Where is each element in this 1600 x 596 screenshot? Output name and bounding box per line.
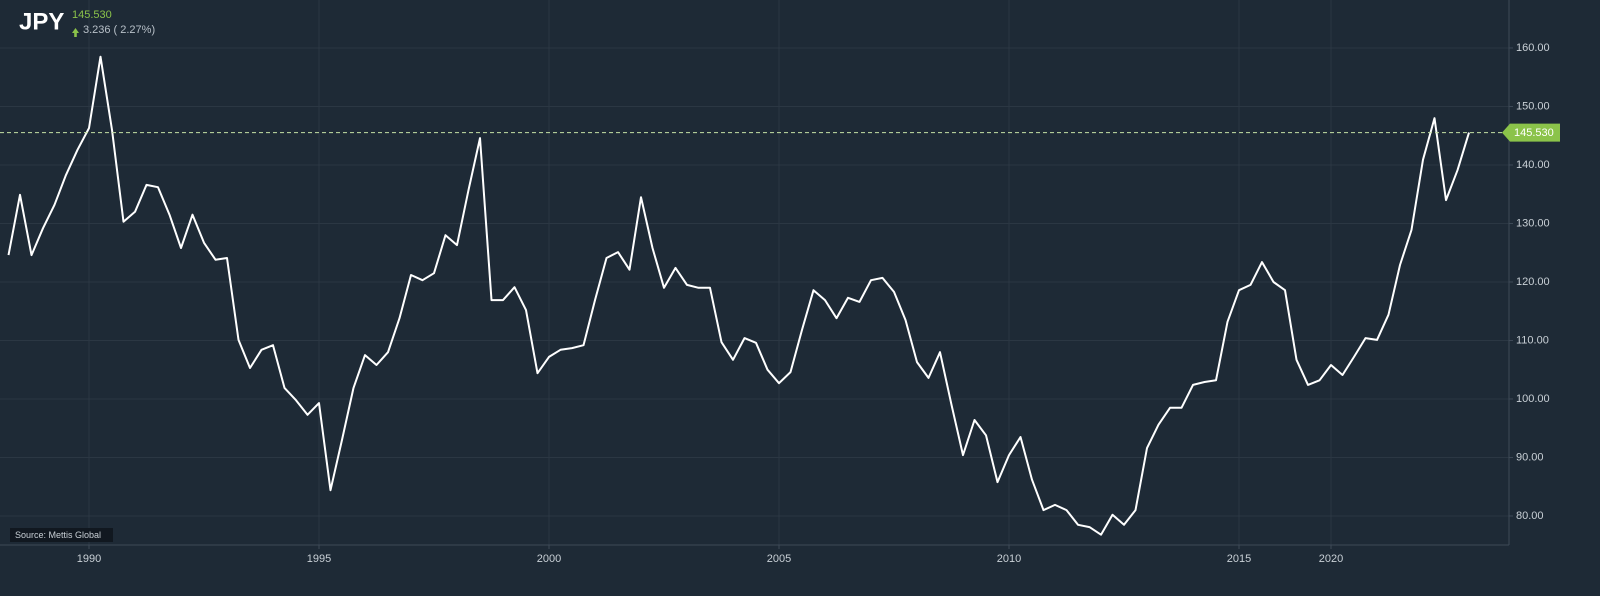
y-tick-label: 90.00 [1516, 451, 1544, 463]
chart-title: JPY [19, 8, 64, 35]
y-tick-label: 160.00 [1516, 42, 1550, 54]
y-tick-label: 110.00 [1516, 334, 1549, 346]
y-tick-label: 140.00 [1516, 159, 1550, 171]
x-tick-label: 2015 [1227, 553, 1251, 565]
source-box [10, 528, 113, 542]
x-tick-label: 2000 [537, 553, 561, 565]
header-price: 145.530 [72, 9, 112, 21]
x-tick-label: 1990 [77, 553, 101, 565]
x-tick-label: 1995 [307, 553, 331, 565]
x-tick-label: 2010 [997, 553, 1021, 565]
x-tick-label: 2005 [767, 553, 791, 565]
y-tick-label: 150.00 [1516, 100, 1550, 112]
y-tick-label: 100.00 [1516, 393, 1550, 405]
source: Source: Mettis Global [15, 530, 101, 540]
up-arrow [72, 28, 79, 37]
last-price-badge [1502, 123, 1560, 142]
header-change: 3.236 [83, 24, 111, 36]
last-price-label: 145.530 [1514, 127, 1554, 139]
y-tick-label: 130.00 [1516, 217, 1550, 229]
y-tick-label: 120.00 [1516, 276, 1550, 288]
y-tick-label: 80.00 [1516, 510, 1544, 522]
x-tick-label: 2020 [1319, 553, 1343, 565]
price-line [7, 55, 1470, 536]
plot [0, 55, 1509, 536]
header-change-pct: ( 2.27%) [114, 24, 156, 36]
